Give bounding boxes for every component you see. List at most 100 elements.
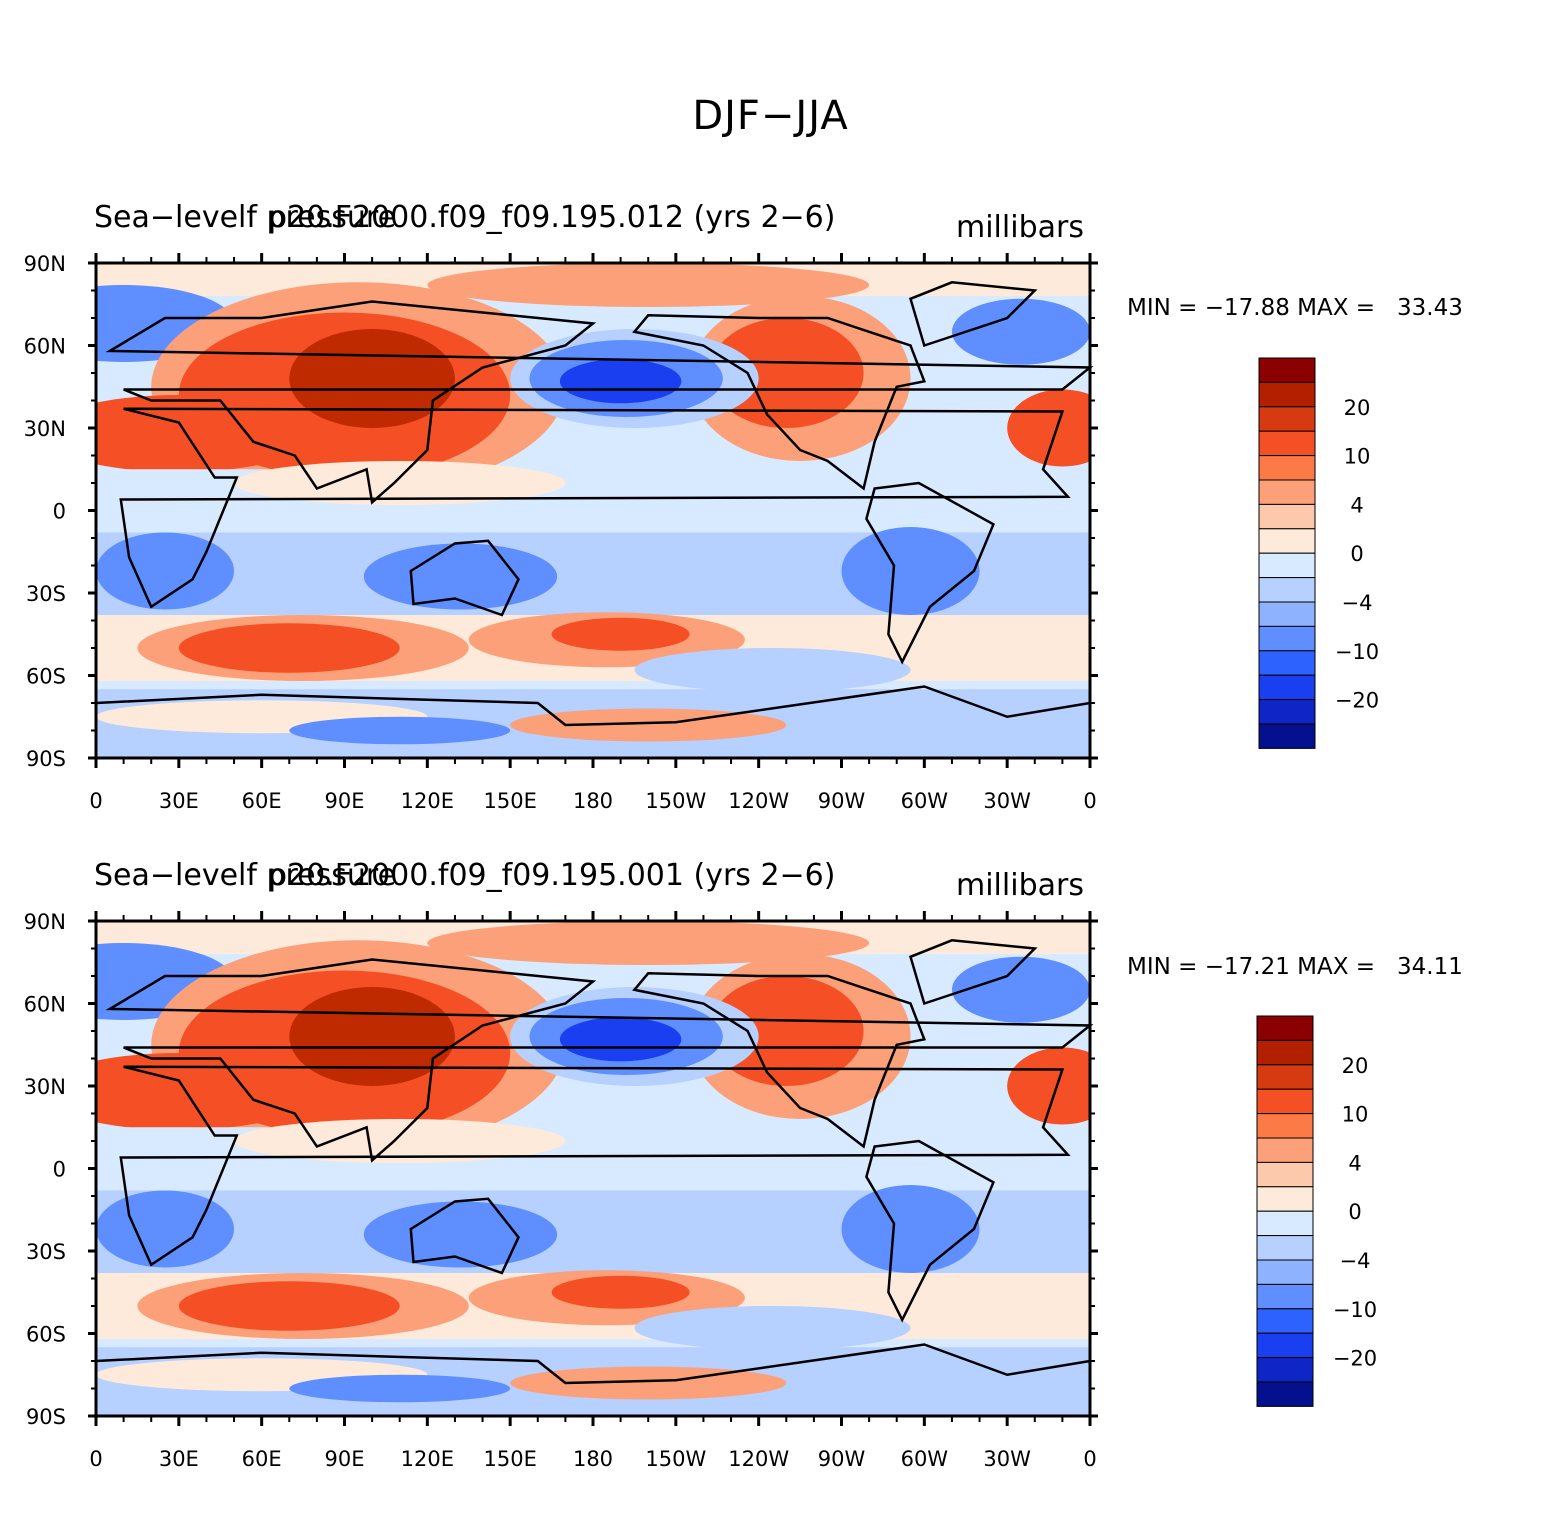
lat-tick-label: 30N	[24, 1075, 66, 1099]
lon-tick-label: 90E	[325, 789, 365, 813]
lon-tick-label: 120E	[401, 1447, 454, 1471]
lon-tick-label: 60W	[901, 1447, 949, 1471]
asia-high-core	[289, 329, 455, 428]
colorbar-swatch	[1256, 1015, 1314, 1041]
colorbar-swatch	[1256, 1259, 1314, 1285]
map-plot: 90N 60N 30N 0 30S 60S 90S 0 30E 60E 90E 120E 150E 180…	[24, 910, 1378, 1471]
antarctica-outline	[95, 1343, 1091, 1385]
lon-tick-label: 0	[89, 789, 102, 813]
aleutian-core	[559, 359, 682, 404]
eurasia-outline	[105, 958, 1094, 1163]
colorbar-swatch	[1256, 1113, 1314, 1139]
panel-top: Sea−levelf pressure p20.F2000.f09_f09.19…	[0, 200, 1541, 860]
atlantic-azores	[1007, 1047, 1090, 1125]
figure-title: DJF−JJA	[692, 93, 849, 139]
colorbar-label: −10	[1335, 640, 1379, 664]
lat-tick-label: 90S	[26, 747, 66, 771]
lon-tick-label: 60E	[242, 1447, 282, 1471]
lat-tick-label: 90S	[26, 1405, 66, 1429]
colorbar-swatch	[1258, 430, 1316, 457]
na-high	[708, 976, 864, 1086]
colorbar-label: 0	[1348, 1200, 1361, 1224]
colorbar-label: 10	[1344, 445, 1371, 469]
panel-units: millibars	[956, 868, 1084, 903]
colorbar-swatch	[1258, 650, 1316, 676]
lat-tick-label: 0	[53, 500, 66, 524]
greenland-low	[951, 956, 1090, 1023]
lon-tick-label: 0	[1083, 1447, 1096, 1471]
indian-ocean-high	[178, 1281, 400, 1331]
atlantic-azores	[1007, 389, 1090, 467]
eurasia-outline	[105, 300, 1094, 505]
lon-tick-label: 30W	[983, 1447, 1031, 1471]
panel-units: millibars	[956, 210, 1084, 245]
lon-tick-label: 120W	[728, 789, 789, 813]
colorbar-swatch	[1256, 1039, 1314, 1066]
arctic-high	[427, 921, 870, 965]
lon-tick-label: 60W	[901, 789, 949, 813]
lat-tick-label: 0	[53, 1158, 66, 1182]
antarctic-cool	[289, 1374, 511, 1403]
lon-tick-label: 150W	[645, 789, 706, 813]
colorbar-swatch	[1258, 699, 1316, 725]
aleutian-core	[559, 1017, 682, 1062]
lon-tick-label: 150E	[483, 1447, 536, 1471]
map-plot: 90N 60N 30N 0 30S 60S 90S 0 30E 60E 90E 120E 150E 180…	[24, 252, 1380, 813]
indian-ocean-high	[178, 623, 400, 673]
colorbar-label: 20	[1342, 1054, 1369, 1078]
north-america-outline	[632, 314, 927, 491]
antarctica-outline	[95, 685, 1091, 727]
colorbar-label: 4	[1348, 1151, 1361, 1175]
lat-tick-label: 90N	[24, 910, 66, 934]
africa-outline	[119, 1065, 1071, 1267]
panel-variable-title: Sea−levelf pressure	[94, 858, 397, 893]
greenland-low	[951, 298, 1090, 365]
colorbar-swatch	[1256, 1357, 1314, 1383]
lat-tick-label: 30S	[26, 582, 66, 606]
min-max-text: MIN = −17.21 MAX = 34.11	[1127, 954, 1463, 980]
lat-tick-label: 60N	[24, 993, 66, 1017]
colorbar-swatch	[1256, 1064, 1314, 1090]
lat-tick-label: 30S	[26, 1240, 66, 1264]
lon-tick-label: 30E	[159, 789, 199, 813]
pacific-high	[551, 617, 690, 651]
north-america-outline	[632, 972, 927, 1149]
africa-low	[96, 1190, 235, 1268]
colorbar-label: 0	[1350, 542, 1363, 566]
colorbar: 20 10 4 0 −4 −10 −20	[1256, 1015, 1377, 1407]
colorbar-swatch	[1256, 1308, 1314, 1334]
colorbar-swatch	[1256, 1210, 1314, 1237]
colorbar-swatch	[1258, 625, 1316, 652]
colorbar-swatch	[1258, 455, 1316, 481]
arctic-high	[427, 263, 870, 307]
field-contours	[96, 921, 1090, 1416]
panel-case-title: p20.F2000.f09_f09.195.001 (yrs 2−6)	[268, 858, 836, 893]
africa-outline	[119, 407, 1071, 609]
lon-tick-label: 120E	[401, 789, 454, 813]
africa-low	[96, 532, 235, 610]
lon-tick-label: 90W	[818, 1447, 866, 1471]
greenland-outline	[908, 939, 1038, 1006]
lon-tick-label: 150W	[645, 1447, 706, 1471]
lon-tick-label: 180	[573, 789, 613, 813]
south-america-outline	[865, 481, 995, 665]
asia-high-core	[289, 987, 455, 1086]
colorbar-swatch	[1258, 479, 1316, 505]
colorbar-swatch	[1258, 381, 1316, 408]
coastlines	[95, 939, 1094, 1385]
colorbar-swatch	[1256, 1137, 1314, 1163]
colorbar-swatch	[1258, 723, 1316, 749]
colorbar-label: −4	[1340, 1249, 1371, 1273]
lon-tick-label: 60E	[242, 789, 282, 813]
south-pacific-low	[634, 648, 911, 692]
min-max-text: MIN = −17.88 MAX = 33.43	[1127, 295, 1463, 321]
lon-tick-label: 180	[573, 1447, 613, 1471]
lon-tick-label: 0	[1083, 789, 1096, 813]
colorbar-swatch	[1258, 406, 1316, 432]
colorbar-label: −20	[1335, 689, 1379, 713]
colorbar-label: −10	[1333, 1298, 1377, 1322]
saharan-high	[96, 395, 317, 472]
colorbar-label: 10	[1342, 1103, 1369, 1127]
lon-tick-label: 30W	[983, 789, 1031, 813]
colorbar-label: 20	[1344, 396, 1371, 420]
